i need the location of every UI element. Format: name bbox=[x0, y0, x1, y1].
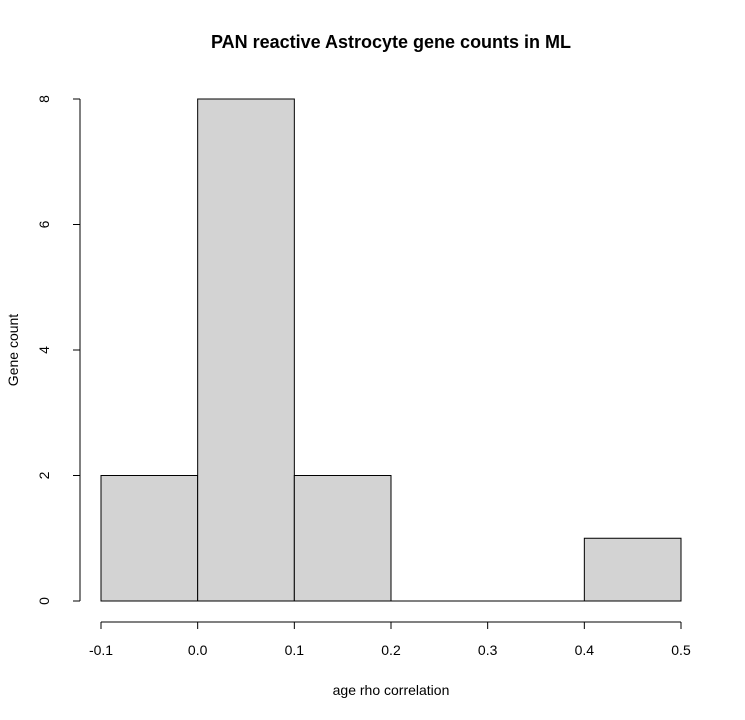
y-axis: 0 2 4 6 8 bbox=[36, 95, 81, 605]
x-tick-label: 0.0 bbox=[188, 642, 208, 658]
x-tick-label: 0.3 bbox=[478, 642, 498, 658]
y-tick-label: 0 bbox=[36, 597, 52, 605]
x-tick-label: 0.5 bbox=[671, 642, 691, 658]
histogram-bar bbox=[583, 537, 682, 602]
chart-title: PAN reactive Astrocyte gene counts in ML bbox=[211, 32, 571, 52]
y-tick-label: 4 bbox=[36, 346, 52, 354]
y-tick-label: 6 bbox=[36, 220, 52, 228]
histogram-bar bbox=[293, 475, 392, 602]
y-tick-label: 2 bbox=[36, 471, 52, 479]
histogram-bar bbox=[100, 475, 199, 602]
histogram-bar bbox=[197, 98, 295, 602]
x-tick-label: 0.2 bbox=[381, 642, 401, 658]
x-tick-label: -0.1 bbox=[89, 642, 113, 658]
x-tick-label: 0.1 bbox=[285, 642, 305, 658]
x-axis: -0.1 0.0 0.1 0.2 0.3 0.4 0.5 bbox=[89, 621, 691, 658]
x-axis-label: age rho correlation bbox=[333, 682, 450, 698]
bars-group bbox=[100, 98, 682, 602]
y-axis-label: Gene count bbox=[5, 314, 21, 386]
y-tick-label: 8 bbox=[36, 95, 52, 103]
x-tick-label: 0.4 bbox=[575, 642, 595, 658]
